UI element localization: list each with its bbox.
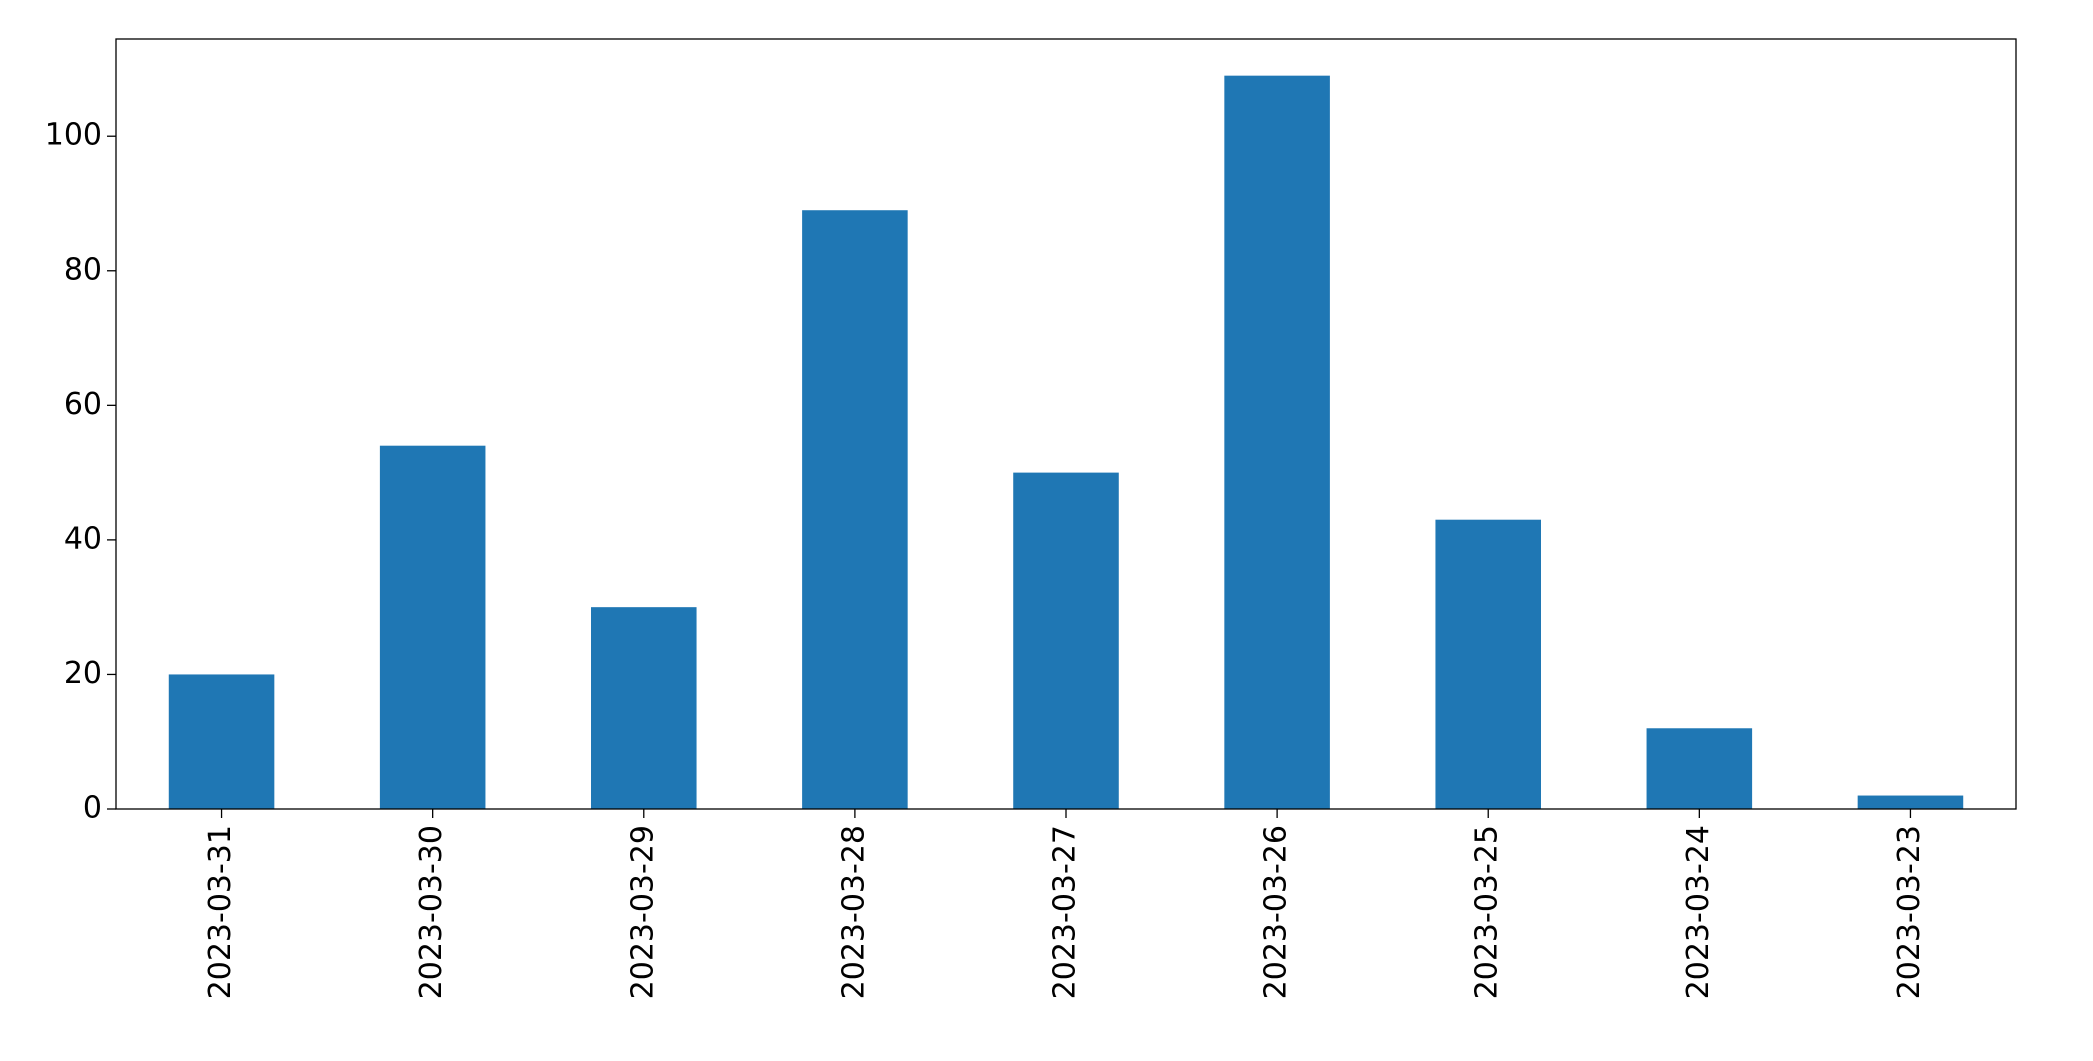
bar: [1224, 75, 1330, 809]
bar: [591, 607, 697, 809]
x-tick-label: 2023-03-30: [414, 825, 449, 999]
x-tick-label: 2023-03-29: [625, 825, 660, 999]
y-tick-label: 60: [64, 387, 102, 422]
bar: [1435, 519, 1541, 809]
x-tick-label: 2023-03-24: [1681, 825, 1716, 999]
y-tick-label: 100: [45, 118, 102, 153]
bar: [1646, 728, 1753, 809]
bar: [379, 445, 486, 809]
bar: [168, 674, 275, 809]
y-tick-label: 0: [83, 791, 102, 826]
bar: [802, 210, 908, 809]
x-tick-label: 2023-03-31: [203, 825, 238, 999]
y-tick-label: 40: [64, 521, 102, 556]
x-tick-label: 2023-03-28: [836, 825, 871, 999]
x-tick-label: 2023-03-23: [1892, 825, 1927, 999]
x-tick-label: 2023-03-26: [1259, 825, 1294, 999]
bar: [1013, 472, 1119, 809]
y-tick-label: 80: [64, 252, 102, 287]
bar: [1857, 795, 1964, 809]
x-tick-label: 2023-03-25: [1470, 825, 1505, 999]
x-tick-label: 2023-03-27: [1048, 825, 1083, 999]
axes-frame: [115, 38, 2017, 810]
y-tick-label: 20: [64, 656, 102, 691]
